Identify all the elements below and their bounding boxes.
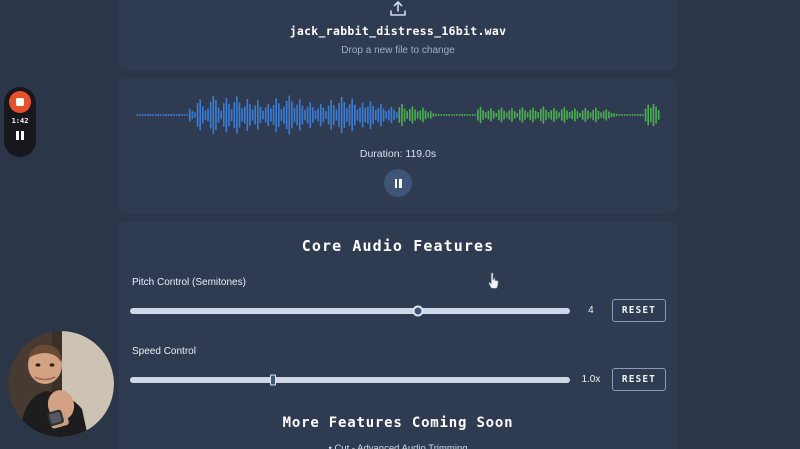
- speed-value: 1.0x: [581, 374, 601, 385]
- speed-control-block: Speed Control 1.0x RESET: [130, 346, 666, 391]
- upload-icon: [390, 1, 406, 16]
- audio-waveform[interactable]: [136, 92, 660, 138]
- speed-slider[interactable]: [130, 374, 570, 385]
- stop-recording-button[interactable]: [9, 91, 31, 113]
- play-pause-button[interactable]: [384, 169, 412, 197]
- coming-soon-item: • Cut - Advanced Audio Trimming: [328, 443, 468, 449]
- webcam-overlay[interactable]: [8, 331, 114, 437]
- pitch-reset-button[interactable]: RESET: [611, 299, 666, 322]
- drop-file-hint: Drop a new file to change: [341, 45, 455, 56]
- speed-control-label: Speed Control: [132, 346, 196, 357]
- speed-reset-button[interactable]: RESET: [611, 368, 666, 391]
- main-column: jack_rabbit_distress_16bit.wav Drop a ne…: [118, 0, 678, 449]
- pause-recording-button[interactable]: [16, 131, 24, 140]
- waveform-container[interactable]: [136, 92, 660, 138]
- speed-control-row: 1.0x RESET: [130, 368, 666, 391]
- recording-timer: 1:42: [11, 117, 29, 125]
- pitch-control-row: 4 RESET: [130, 299, 666, 322]
- screen-recorder-widget: 1:42: [4, 87, 36, 157]
- speed-slider-thumb[interactable]: [269, 374, 276, 385]
- uploaded-file-name: jack_rabbit_distress_16bit.wav: [289, 24, 507, 38]
- coming-soon-section: More Features Coming Soon • Cut - Advanc…: [130, 415, 666, 449]
- pitch-slider[interactable]: [130, 305, 570, 316]
- pitch-slider-thumb[interactable]: [412, 305, 424, 316]
- coming-soon-title: More Features Coming Soon: [282, 415, 514, 431]
- core-audio-features-panel: Core Audio Features Pitch Control (Semit…: [118, 221, 678, 449]
- stop-icon: [16, 98, 24, 106]
- audio-duration-label: Duration: 119.0s: [359, 148, 437, 160]
- pitch-value: 4: [588, 305, 594, 316]
- pause-icon: [394, 178, 402, 188]
- pitch-control-block: Pitch Control (Semitones) 4 RESET: [130, 277, 666, 322]
- file-upload-panel[interactable]: jack_rabbit_distress_16bit.wav Drop a ne…: [118, 0, 678, 70]
- features-title: Core Audio Features: [301, 237, 495, 255]
- waveform-panel: Duration: 119.0s: [118, 78, 678, 213]
- pitch-control-label: Pitch Control (Semitones): [132, 277, 246, 288]
- webcam-video: [8, 331, 114, 437]
